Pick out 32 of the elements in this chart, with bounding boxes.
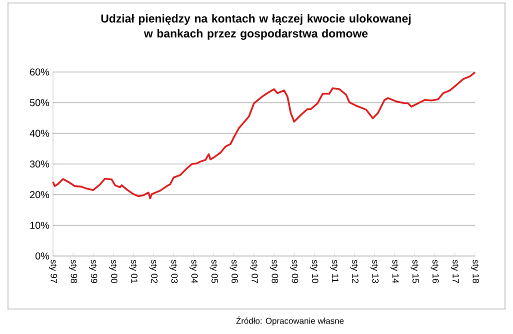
x-tick-label: sty 15 xyxy=(410,260,419,284)
x-tick-label: sty 09 xyxy=(290,260,298,284)
y-tick-label: 10% xyxy=(30,222,50,229)
text: Źródło: Opracowanie własne xyxy=(236,316,344,326)
x-tick-label: sty 16 xyxy=(430,260,439,284)
x-tick-label: sty 99 xyxy=(89,260,98,284)
x-tick-label: sty 08 xyxy=(270,260,278,284)
y-tick-label: 20% xyxy=(30,191,50,198)
x-tick-label: sty 13 xyxy=(370,260,379,284)
line-series xyxy=(52,71,476,200)
y-tick-label: 40% xyxy=(30,130,50,137)
x-tick-label: sty 97 xyxy=(48,260,58,283)
y-tick-label: 50% xyxy=(30,99,50,106)
x-tick-label: sty 17 xyxy=(450,260,459,283)
x-tick-label: sty 04 xyxy=(190,260,198,284)
x-tick-label: sty 10 xyxy=(310,260,318,284)
chart-title: Udział pieniędzy na kontach w łączej kwocie ulokowanej w bankach przez gospodarstwa domowe xyxy=(101,14,411,40)
x-tick-label: sty 05 xyxy=(210,260,218,284)
x-tick-label: sty 01 xyxy=(129,260,138,283)
x-tick-label: sty 12 xyxy=(350,260,358,283)
y-tick-label: 0% xyxy=(35,252,50,260)
x-tick-label: sty 03 xyxy=(170,260,178,284)
y-tick-label: 30% xyxy=(30,160,50,168)
x-tick-label: sty 11 xyxy=(330,260,338,282)
y-tick-label: 60% xyxy=(30,68,50,76)
x-tick-label: sty 18 xyxy=(470,260,480,284)
x-tick-label: sty 06 xyxy=(230,260,238,284)
x-tick-label: sty 07 xyxy=(250,260,258,283)
x-tick-label: sty 02 xyxy=(149,260,158,283)
x-tick-label: sty 14 xyxy=(390,260,399,284)
x-tick-label: sty 98 xyxy=(69,260,78,284)
x-tick-label: sty 00 xyxy=(109,260,118,284)
